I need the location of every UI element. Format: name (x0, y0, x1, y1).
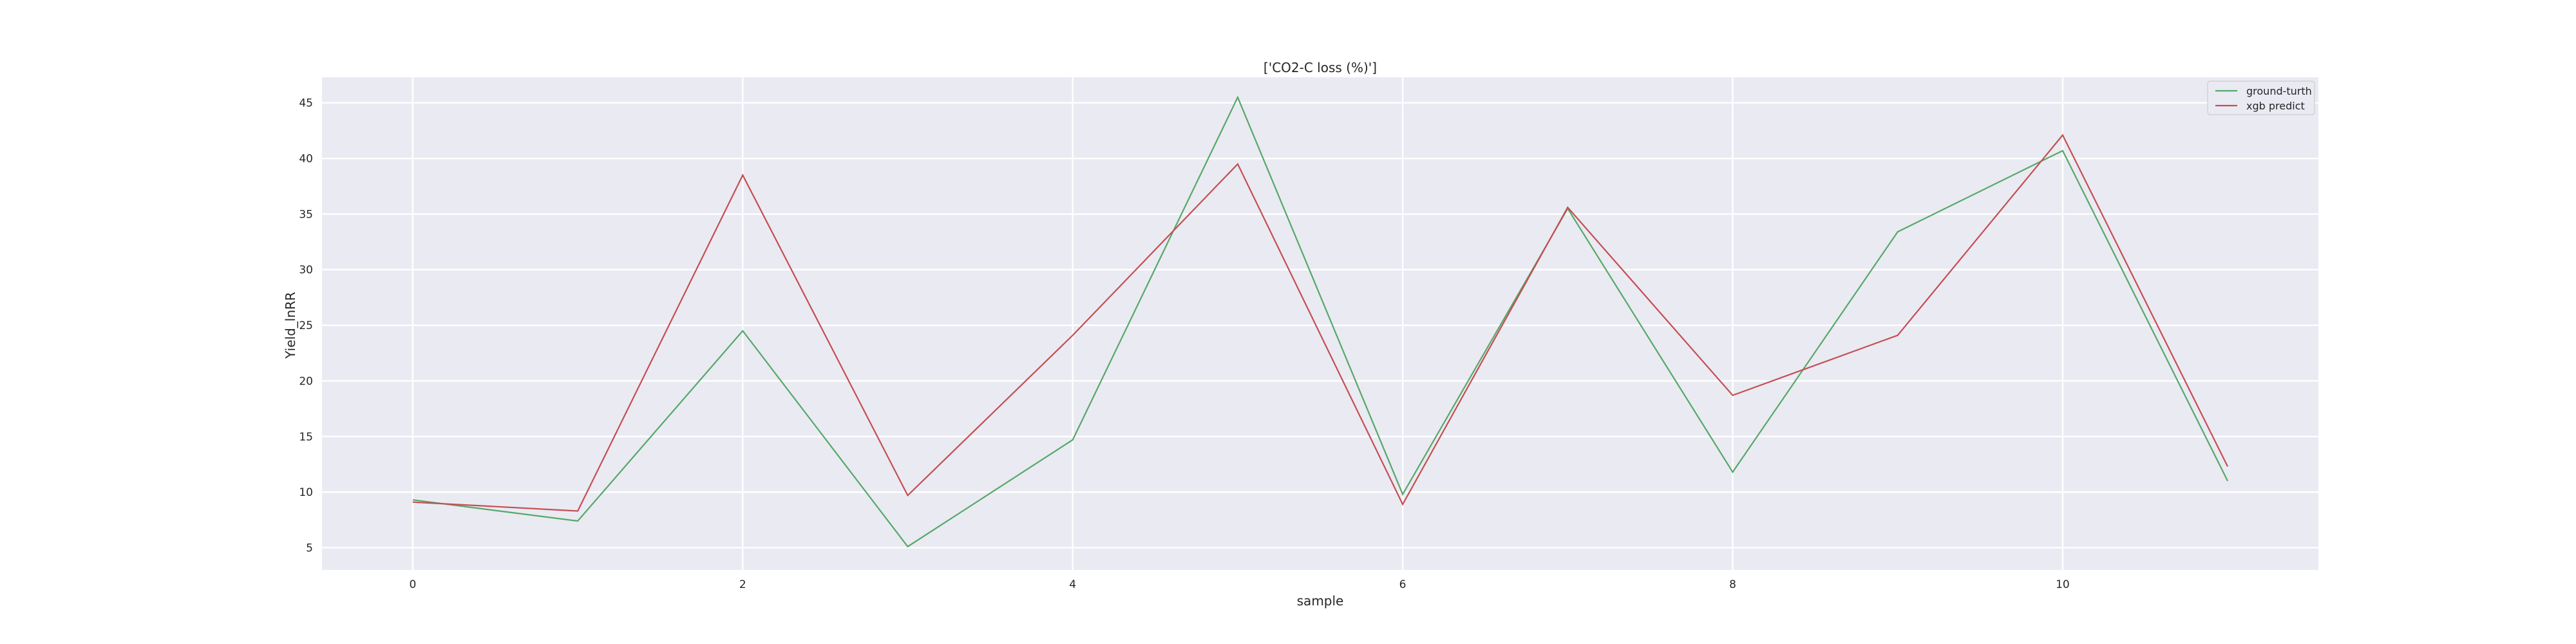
tick-labels: 5 10 15 20 25 30 35 40 45 0 2 4 6 8 10 (299, 97, 2069, 591)
series-line-xgb-predict (412, 133, 2229, 512)
data-point-xgb-predict (1401, 503, 1405, 506)
plot-area (322, 77, 2318, 570)
data-point-ground-turth (906, 545, 909, 548)
x-tick-label: 0 (409, 578, 416, 591)
data-point-xgb-predict (2226, 465, 2230, 468)
chart-title: ['CO2-C loss (%)'] (1264, 60, 1377, 75)
x-axis-label: sample (1297, 593, 1344, 609)
data-point-xgb-predict (1071, 334, 1074, 337)
data-point-ground-turth (1071, 438, 1074, 441)
x-tick-label: 2 (739, 578, 746, 591)
data-point-xgb-predict (2061, 133, 2064, 137)
data-point-xgb-predict (1896, 334, 1899, 337)
data-point-xgb-predict (576, 509, 580, 513)
y-tick-label: 20 (299, 375, 313, 388)
legend-label-ground-turth: ground-turth (2246, 85, 2312, 97)
x-tick-label: 6 (1399, 578, 1406, 591)
data-point-ground-turth (576, 520, 580, 523)
data-point-xgb-predict (741, 173, 744, 176)
data-point-ground-turth (1731, 471, 1734, 474)
data-point-ground-turth (741, 329, 744, 332)
data-point-xgb-predict (1566, 206, 1569, 209)
x-tick-label: 4 (1069, 578, 1076, 591)
series-layer (411, 95, 2230, 548)
y-tick-label: 15 (299, 431, 313, 444)
y-tick-label: 40 (299, 153, 313, 166)
y-tick-label: 25 (299, 319, 313, 332)
grid (322, 77, 2318, 570)
y-tick-label: 45 (299, 97, 313, 110)
legend-label-xgb-predict: xgb predict (2246, 100, 2305, 112)
x-tick-label: 8 (1729, 578, 1736, 591)
data-point-xgb-predict (1236, 162, 1239, 166)
data-point-xgb-predict (906, 494, 909, 497)
data-point-ground-turth (1896, 231, 1899, 234)
data-point-ground-turth (1401, 493, 1405, 496)
data-point-ground-turth (1236, 96, 1239, 99)
y-tick-label: 35 (299, 208, 313, 221)
data-point-ground-turth (2226, 479, 2230, 482)
legend: ground-turth xgb predict (2207, 80, 2315, 115)
data-point-xgb-predict (411, 500, 414, 504)
y-tick-label: 5 (306, 542, 313, 554)
data-point-xgb-predict (1731, 393, 1734, 397)
x-tick-label: 10 (2056, 578, 2070, 591)
y-axis-label: Yield_lnRR (283, 292, 298, 359)
y-tick-label: 10 (299, 486, 313, 499)
data-point-ground-turth (2061, 149, 2064, 152)
series-line-ground-turth (412, 95, 2229, 548)
y-tick-label: 30 (299, 264, 313, 277)
